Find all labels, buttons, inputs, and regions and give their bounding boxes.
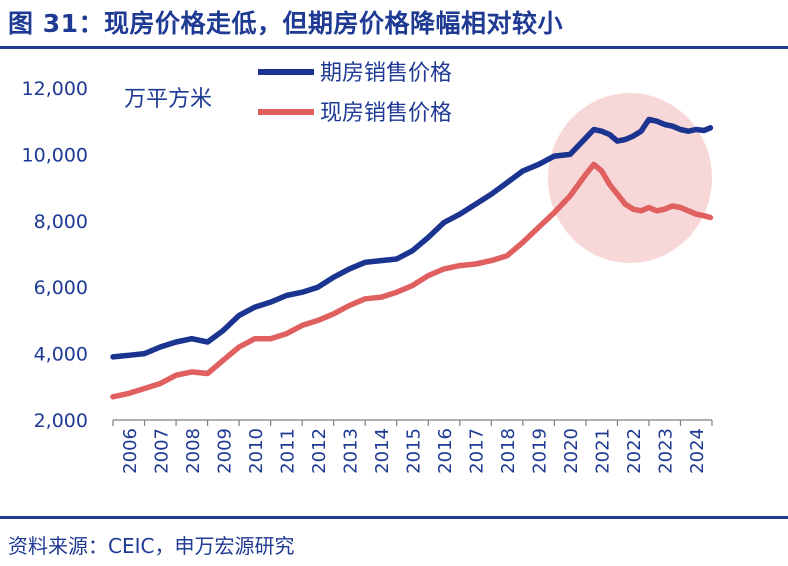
x-tick-label: 2013 [340,428,361,474]
x-tick-label: 2024 [687,428,708,474]
unit-label: 万平方米 [124,87,212,112]
y-tick-label: 4,000 [34,344,88,366]
x-tick-label: 2007 [151,428,172,474]
x-axis: 2006 2007 2008 2009 2010 2011 2012 2013 2014 2015… [112,419,713,474]
x-tick-label: 2011 [277,428,298,474]
figure-title: 图 31：现房价格走低，但期房价格降幅相对较小 [8,9,563,38]
y-axis: 2,000 4,000 6,000 8,000 10,000 12,000 [22,78,88,432]
x-tick-label: 2014 [372,428,393,474]
y-tick-label: 6,000 [34,277,88,299]
y-tick-label: 10,000 [22,144,88,166]
legend-label-completed: 现房销售价格 [320,101,452,126]
x-tick-label: 2017 [467,428,488,474]
x-tick-label: 2018 [498,428,519,474]
highlight-circle [548,93,712,263]
top-divider [0,46,788,49]
source-note: 资料来源：CEIC，申万宏源研究 [8,534,295,558]
series-line-completed [110,161,714,400]
legend-label-presale: 期房销售价格 [320,61,452,86]
x-tick-label: 2006 [120,428,141,474]
x-tick-label: 2019 [530,428,551,474]
x-tick-label: 2010 [246,428,267,474]
x-tick-label: 2012 [309,428,330,474]
y-tick-label: 12,000 [22,78,88,100]
x-tick-label: 2008 [183,428,204,474]
x-tick-label: 2021 [593,428,614,474]
y-tick-label: 2,000 [34,410,88,432]
x-tick-label: 2022 [624,428,645,474]
y-tick-label: 8,000 [34,211,88,233]
series-line-presale [110,116,714,360]
x-tick-label: 2009 [214,428,235,474]
x-tick-label: 2023 [656,428,677,474]
x-tick-label: 2020 [561,428,582,474]
x-tick-label: 2015 [404,428,425,474]
x-tick-label: 2016 [435,428,456,474]
bottom-divider [0,516,788,519]
series-lines [110,116,714,400]
legend: 期房销售价格 现房销售价格 [258,61,452,126]
